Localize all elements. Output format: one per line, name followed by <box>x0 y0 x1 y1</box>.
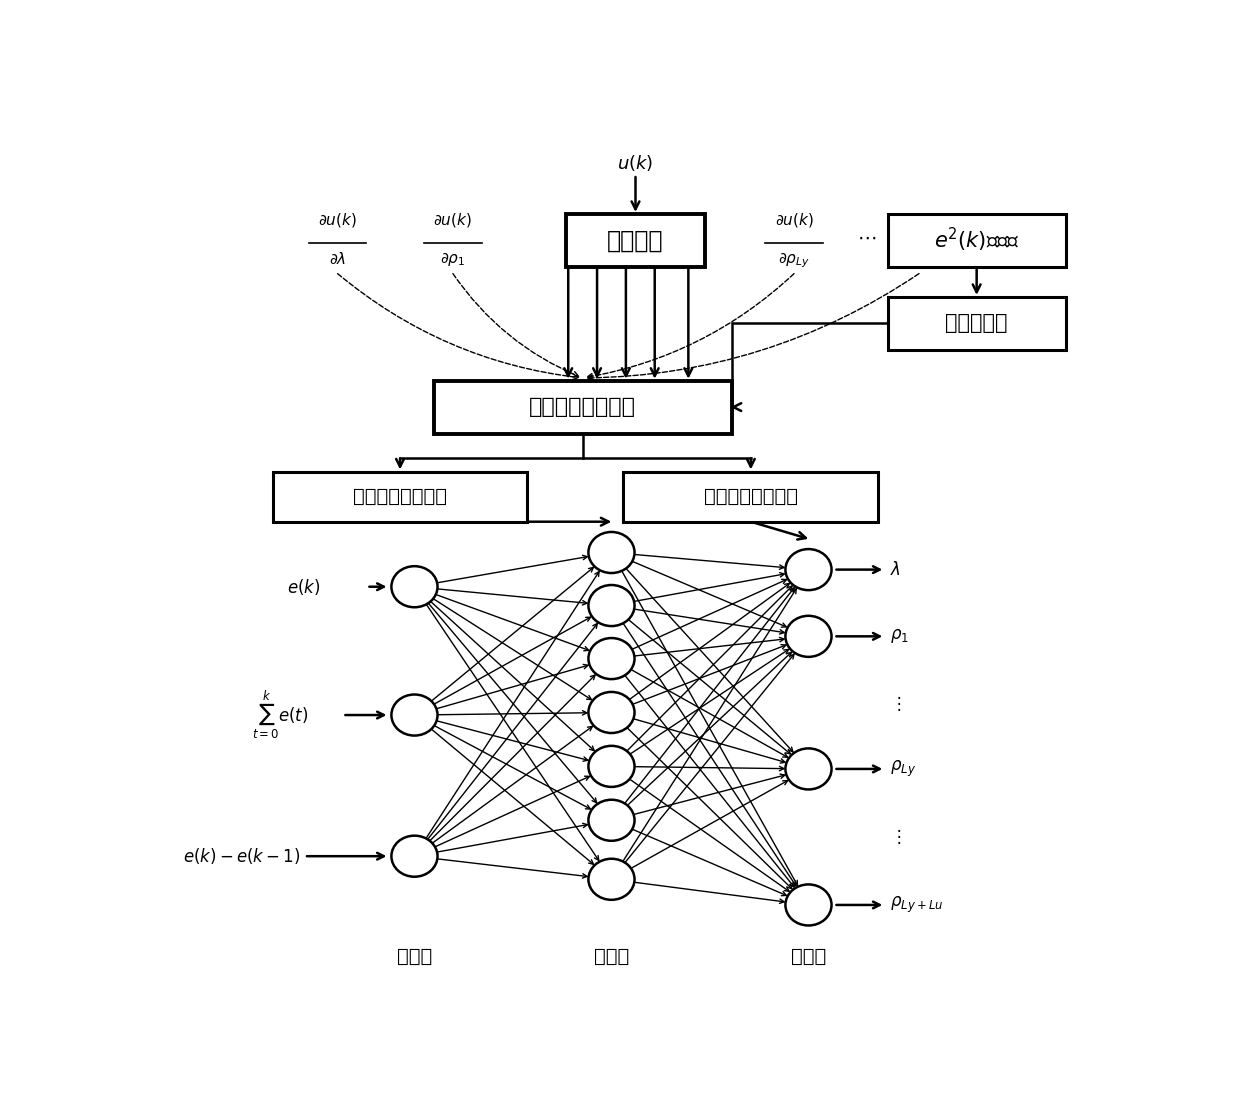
Text: $\cdots$: $\cdots$ <box>857 228 875 247</box>
Circle shape <box>785 749 832 790</box>
Circle shape <box>785 884 832 925</box>
Circle shape <box>589 800 635 841</box>
Text: 梯度下降法: 梯度下降法 <box>945 313 1008 333</box>
Text: 更新输出层权系数: 更新输出层权系数 <box>704 488 797 507</box>
Text: $\vdots$: $\vdots$ <box>890 693 901 712</box>
Circle shape <box>392 694 438 735</box>
Circle shape <box>392 835 438 877</box>
Text: $\partial u(k)$: $\partial u(k)$ <box>775 211 813 229</box>
Text: 输入层: 输入层 <box>397 947 432 965</box>
Circle shape <box>589 692 635 733</box>
Text: 梯度信息: 梯度信息 <box>608 228 663 252</box>
Text: $\vdots$: $\vdots$ <box>890 827 901 845</box>
Text: $\partial \rho_1$: $\partial \rho_1$ <box>440 251 465 269</box>
Circle shape <box>589 745 635 787</box>
Circle shape <box>392 567 438 608</box>
Text: $e(k)$: $e(k)$ <box>288 577 321 597</box>
Circle shape <box>785 549 832 590</box>
Text: 更新隐含层权系数: 更新隐含层权系数 <box>353 488 448 507</box>
Text: $\partial u(k)$: $\partial u(k)$ <box>434 211 472 229</box>
Circle shape <box>589 532 635 573</box>
Text: $\partial \rho_{Ly+Lu}$: $\partial \rho_{Ly+Lu}$ <box>893 251 945 270</box>
Bar <box>624 472 878 522</box>
Text: 隐含层: 隐含层 <box>594 947 629 965</box>
Bar <box>888 213 1065 267</box>
Circle shape <box>589 585 635 627</box>
Text: $\rho_{Ly+Lu}$: $\rho_{Ly+Lu}$ <box>890 894 944 915</box>
Text: $\sum_{t=0}^{k}e(t)$: $\sum_{t=0}^{k}e(t)$ <box>252 689 309 741</box>
Text: $\partial u(k)$: $\partial u(k)$ <box>901 213 936 229</box>
Text: $\lambda$: $\lambda$ <box>890 561 901 579</box>
Text: $\rho_{Ly}$: $\rho_{Ly}$ <box>890 759 916 779</box>
Text: $e(k)-e(k-1)$: $e(k)-e(k-1)$ <box>182 847 300 867</box>
Text: $\partial u(k)$: $\partial u(k)$ <box>319 211 357 229</box>
Bar <box>888 297 1065 350</box>
Text: $\partial \rho_{Ly}$: $\partial \rho_{Ly}$ <box>779 251 810 270</box>
Text: 输出层: 输出层 <box>791 947 826 965</box>
Text: 系统误差反向传播: 系统误差反向传播 <box>529 397 636 417</box>
Bar <box>273 472 527 522</box>
Circle shape <box>589 859 635 900</box>
Circle shape <box>785 615 832 657</box>
Bar <box>434 381 732 433</box>
Text: $e^2(k)$最小化: $e^2(k)$最小化 <box>934 227 1019 254</box>
Text: $\cdots$: $\cdots$ <box>616 228 636 247</box>
Text: $\partial \lambda$: $\partial \lambda$ <box>329 251 346 268</box>
Circle shape <box>589 638 635 679</box>
Bar <box>565 213 706 267</box>
Text: $u(k)$: $u(k)$ <box>618 153 653 173</box>
Text: $\rho_1$: $\rho_1$ <box>890 628 909 645</box>
